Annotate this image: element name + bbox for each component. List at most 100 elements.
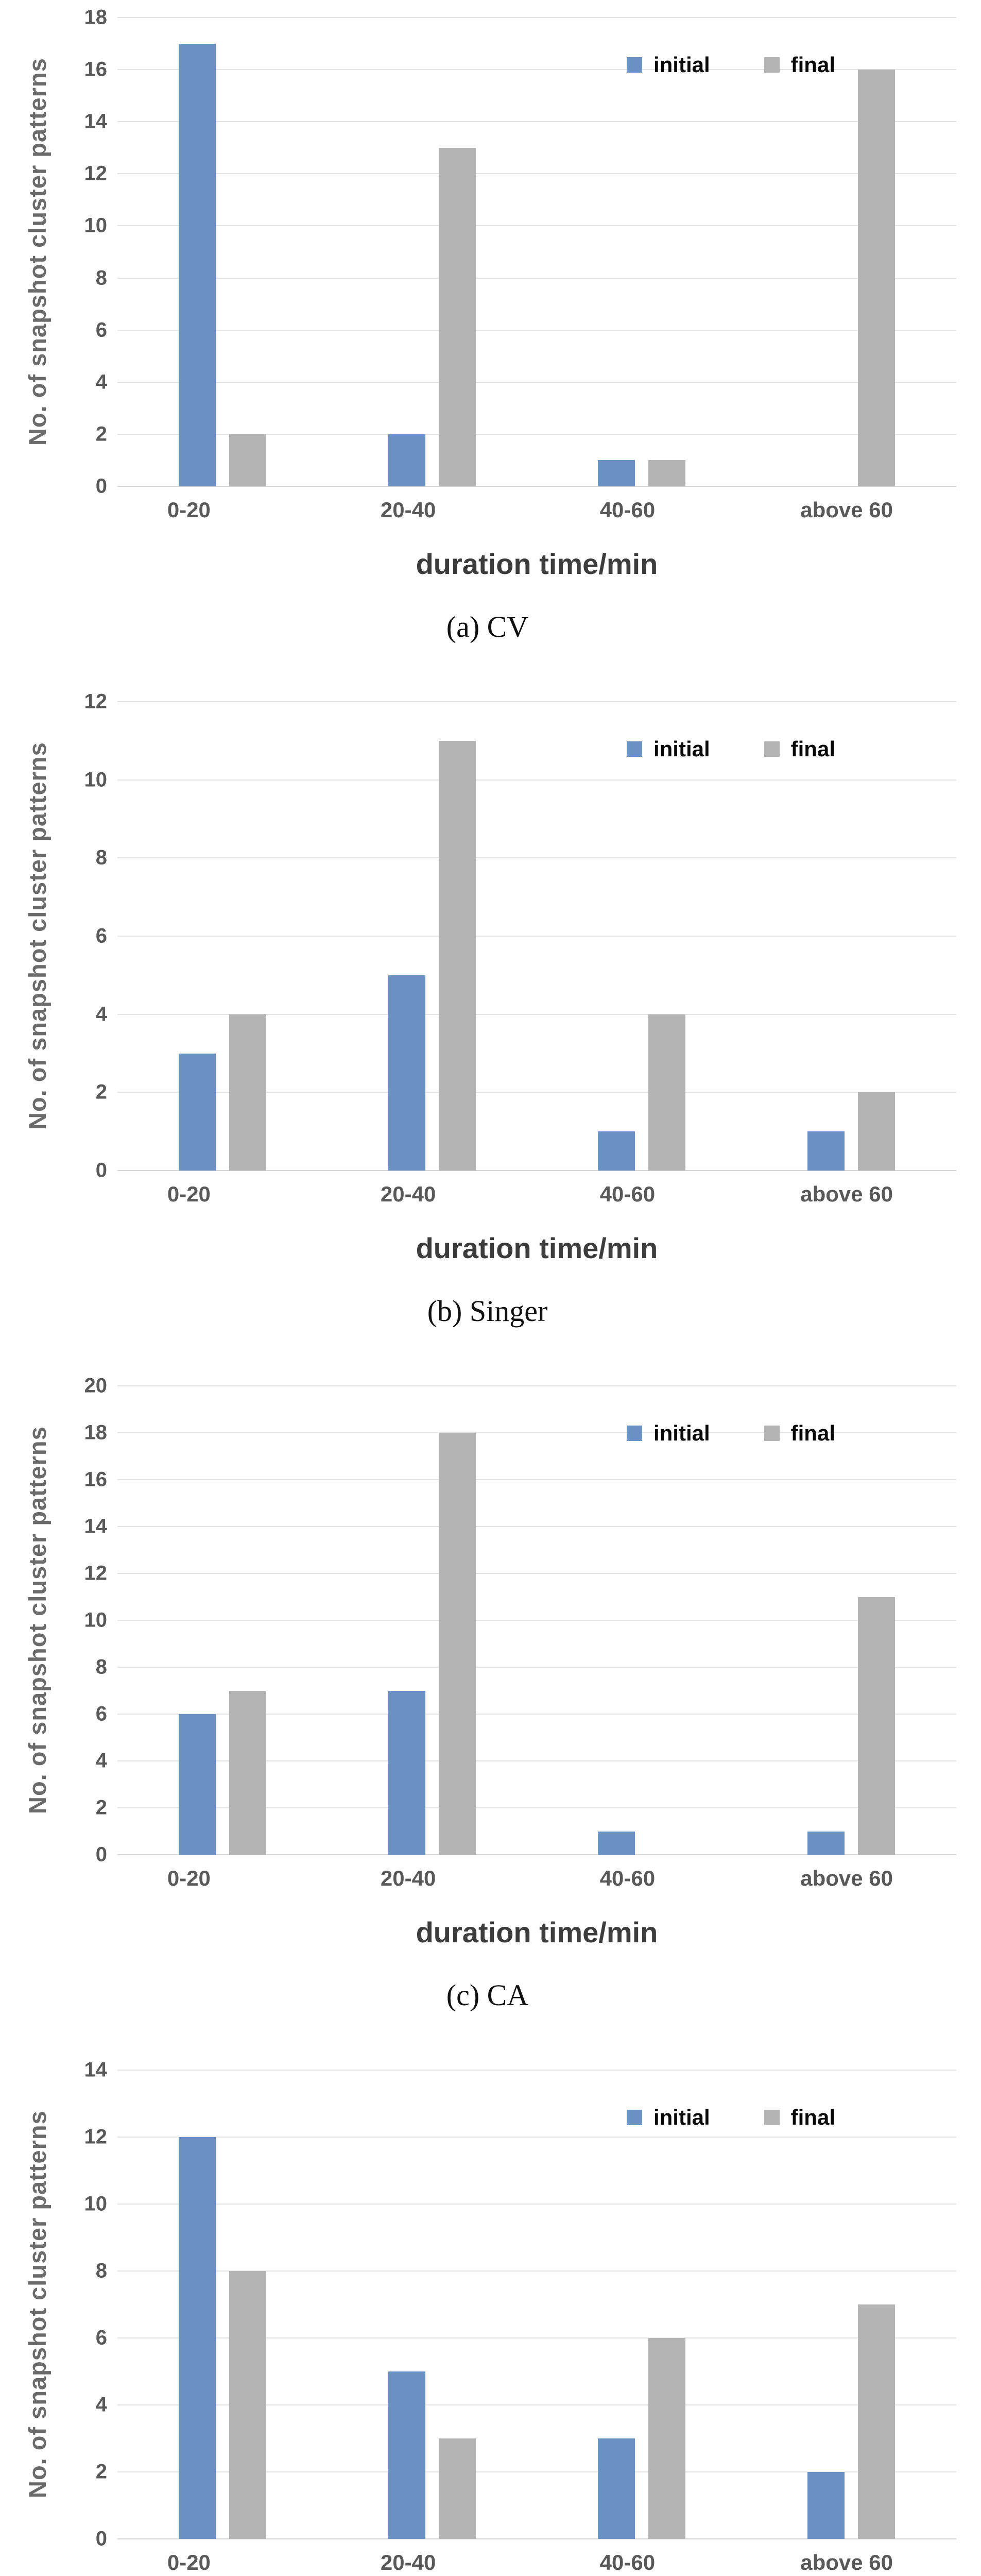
y-tick-label: 14 <box>84 1515 108 1538</box>
y-tick-label: 14 <box>84 110 108 133</box>
y-tick-label: 20 <box>84 1374 108 1397</box>
y-tick-label: 12 <box>84 1562 108 1585</box>
bar-final-0-20 <box>229 2271 266 2539</box>
gridline-y8 <box>117 1667 956 1668</box>
figure-caption: (b) Singer <box>427 1294 548 1328</box>
bar-initial-20-40 <box>388 2371 425 2539</box>
bar-group-20-40 <box>327 702 537 1171</box>
plot-area: 0 2 4 6 8 10 12 initial final <box>84 690 956 1182</box>
y-tick-label: 6 <box>95 924 107 947</box>
bar-group-above 60 <box>747 1386 956 1855</box>
gridline-y2 <box>117 2471 956 2472</box>
legend-item-initial: initial <box>626 1421 710 1446</box>
figure-caption: (a) CV <box>446 610 529 643</box>
gridline-y14 <box>117 121 956 123</box>
bar-initial-above 60 <box>807 1831 845 1855</box>
plot-wrap: 0 2 4 6 8 10 12 14 initial final <box>57 2059 956 2550</box>
gridline-y16 <box>117 69 956 71</box>
x-category-labels: 0-20 20-40 40-60 above 60 <box>19 2550 956 2575</box>
bar-group-above 60 <box>747 702 956 1171</box>
x-category-label: 40-60 <box>599 1866 656 1890</box>
legend-swatch-final <box>764 2110 780 2125</box>
x-axis-title: duration time/min <box>416 548 658 580</box>
y-tick-label: 10 <box>84 768 108 791</box>
bar-initial-20-40 <box>388 1690 425 1855</box>
bar-groups <box>117 1386 956 1855</box>
gridline-y10 <box>117 1620 956 1621</box>
y-tick-label: 0 <box>95 1843 107 1866</box>
legend-label-final: final <box>790 1421 835 1445</box>
bar-final-40-60 <box>648 460 686 486</box>
chart-area: No. of snapshot cluster patterns 0 2 4 6 8 10… <box>19 690 956 1182</box>
legend-label-initial: initial <box>653 737 710 761</box>
x-axis-title: duration time/min <box>416 1232 658 1264</box>
bar-initial-0-20 <box>178 2137 216 2539</box>
legend-item-initial: initial <box>626 2105 710 2130</box>
x-category-label: 20-40 <box>380 1182 436 1206</box>
legend-item-initial: initial <box>626 53 710 77</box>
gridline-y6 <box>117 1714 956 1715</box>
y-tick-label: 0 <box>95 474 107 498</box>
x-category-label: 0-20 <box>167 498 211 522</box>
x-category-label: above 60 <box>800 1182 893 1206</box>
bar-initial-above 60 <box>807 1131 845 1171</box>
x-category-label: 0-20 <box>167 1866 211 1890</box>
bar-initial-40-60 <box>598 1831 635 1855</box>
bar-group-40-60 <box>537 1386 747 1855</box>
y-tick-label: 8 <box>95 266 107 290</box>
x-category-label: above 60 <box>800 2550 893 2574</box>
legend-swatch-initial <box>626 57 642 73</box>
bar-final-above 60 <box>858 1597 896 1855</box>
legend-item-initial: initial <box>626 737 710 761</box>
bar-final-0-20 <box>229 434 266 486</box>
x-category-label: 20-40 <box>380 498 436 522</box>
bar-group-40-60 <box>537 2070 747 2539</box>
figure-caption: (c) CA <box>446 1978 529 2012</box>
bar-group-above 60 <box>747 18 956 486</box>
y-tick-label: 10 <box>84 1608 108 1632</box>
x-category-labels: 0-20 20-40 40-60 above 60 <box>19 1182 956 1207</box>
bar-initial-0-20 <box>178 43 216 486</box>
x-category-label: 20-40 <box>380 1866 436 1890</box>
bar-initial-0-20 <box>178 1714 216 1855</box>
y-tick-label: 14 <box>84 2058 108 2081</box>
bar-initial-20-40 <box>388 975 425 1171</box>
gridline-y10 <box>117 225 956 227</box>
bar-groups <box>117 702 956 1171</box>
y-tick-label: 2 <box>95 2460 107 2483</box>
gridline-y0 <box>117 486 956 487</box>
legend-swatch-initial <box>626 2110 642 2125</box>
y-tick-label: 4 <box>95 1749 107 1772</box>
x-category-label: 40-60 <box>599 498 656 522</box>
legend-swatch-final <box>764 741 780 757</box>
gridline-y6 <box>117 329 956 331</box>
gridline-y8 <box>117 2270 956 2272</box>
gridline-y0 <box>117 1170 956 1171</box>
gridline-y6 <box>117 936 956 937</box>
legend: initial final <box>626 1421 835 1446</box>
bar-initial-40-60 <box>598 2438 635 2539</box>
y-tick-label: 8 <box>95 846 107 869</box>
chart-panel-cv: No. of snapshot cluster patterns 0 2 4 6 8 10… <box>0 0 981 684</box>
bar-group-20-40 <box>327 18 537 486</box>
y-tick-label: 12 <box>84 690 108 713</box>
bar-final-above 60 <box>858 2304 896 2539</box>
x-axis-title: duration time/min <box>416 1916 658 1948</box>
bar-initial-40-60 <box>598 460 635 486</box>
x-category-labels: 0-20 20-40 40-60 above 60 <box>19 1866 956 1891</box>
legend-swatch-final <box>764 57 780 73</box>
plot-area: 0 2 4 6 8 10 12 14 16 18 20 initial final <box>84 1375 956 1866</box>
gridline-y0 <box>117 2538 956 2539</box>
legend-label-final: final <box>790 2105 835 2129</box>
x-category-label: 0-20 <box>167 1182 211 1206</box>
gridline-y16 <box>117 1479 956 1480</box>
bar-group-above 60 <box>747 2070 956 2539</box>
bar-group-40-60 <box>537 702 747 1171</box>
y-tick-label: 0 <box>95 2527 107 2550</box>
gridline-y2 <box>117 1807 956 1808</box>
plot-area: 0 2 4 6 8 10 12 14 16 18 initial final <box>84 6 956 498</box>
gridline-y10 <box>117 2203 956 2205</box>
gridline-y2 <box>117 433 956 435</box>
plot-wrap: 0 2 4 6 8 10 12 initial final <box>57 690 956 1182</box>
legend: initial final <box>626 53 835 77</box>
